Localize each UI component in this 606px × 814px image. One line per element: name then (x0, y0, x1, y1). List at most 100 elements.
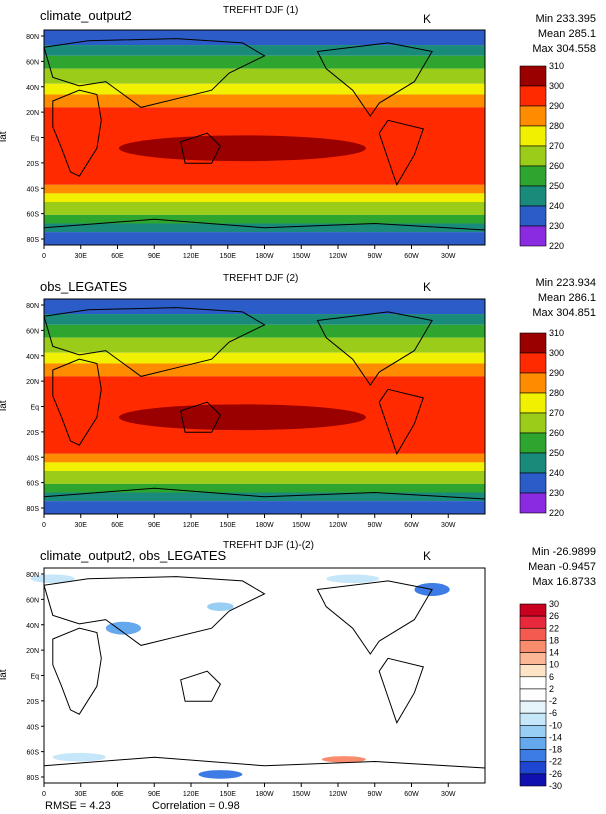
xtick-label: 90W (368, 791, 383, 798)
colorbar-cell (519, 165, 547, 187)
xtick-label: 90W (368, 253, 383, 260)
colorbar-label: 2 (549, 684, 554, 694)
panel-2-max: Max 304.851 (532, 307, 596, 319)
tropical-core (118, 135, 366, 162)
colorbar-cell (519, 145, 547, 167)
colorbar-cell (519, 352, 547, 374)
ytick-label: 20N (26, 648, 39, 655)
band-0 (44, 30, 485, 46)
ytick-label: 20S (27, 161, 40, 168)
correlation-label: Correlation = 0.98 (152, 800, 240, 812)
colorbar-label: -18 (549, 745, 562, 755)
colorbar-label: 260 (549, 428, 564, 438)
ytick-label: Eq (30, 136, 39, 143)
ytick-label: 80S (27, 237, 40, 244)
panel-2: obs_LEGATES TREFHT DJF (2) K Min 223.934… (0, 271, 606, 541)
colorbar-label: 220 (549, 241, 564, 251)
xtick-label: 30E (75, 253, 88, 260)
ytick-label: 80S (27, 506, 40, 513)
colorbar-cell (519, 676, 547, 690)
colorbar-label: 300 (549, 348, 564, 358)
xtick-label: 60W (404, 253, 419, 260)
colorbar-label: 300 (549, 81, 564, 91)
colorbar-label: 6 (549, 672, 554, 682)
colorbar-cell (519, 761, 547, 775)
colorbar-label: 280 (549, 121, 564, 131)
colorbar-cell (519, 700, 547, 714)
xtick-label: 180W (255, 253, 274, 260)
xtick-label: 90W (368, 522, 383, 529)
anomaly-blob-1 (207, 602, 234, 611)
colorbar-cell (519, 85, 547, 107)
band-7 (44, 184, 485, 194)
anomaly-blob-3 (198, 770, 243, 779)
ytick-label: 80N (26, 572, 39, 579)
xtick-label: 60W (404, 791, 419, 798)
colorbar-cell (519, 773, 547, 787)
xtick-label: 120E (183, 791, 200, 798)
band-7 (44, 453, 485, 463)
panel-2-map: 0 30E 60E 90E 120E 150E 180W 150W 120W 90W 60W 30W 8… (26, 298, 564, 529)
continent-outline-0 (52, 627, 102, 715)
colorbar-label: 290 (549, 101, 564, 111)
xtick-label: 30W (441, 253, 456, 260)
colorbar-label: -26 (549, 769, 562, 779)
continent-outline-2 (180, 132, 222, 164)
colorbar-cell (519, 185, 547, 207)
panel-2-stats: Min 223.934 Mean 286.1 Max 304.851 (532, 276, 596, 321)
band-4 (44, 352, 485, 364)
continent-outline-4 (378, 657, 424, 724)
ytick-label: 80S (27, 775, 40, 782)
continent-outline-0 (52, 358, 102, 446)
continent-outline-4 (378, 119, 424, 186)
anomaly-blob-6 (326, 574, 380, 584)
panel-2-title: TREFHT DJF (2) (223, 273, 299, 284)
colorbar-label: 310 (549, 61, 564, 71)
xtick-label: 150E (220, 253, 237, 260)
ytick-label: 60S (27, 750, 40, 757)
band-9 (44, 471, 485, 484)
ytick-label: 40S (27, 724, 40, 731)
panel-2-mean: Mean 286.1 (537, 292, 596, 304)
band-8 (44, 193, 485, 202)
xtick-label: 30W (441, 791, 456, 798)
colorbar-label: 240 (549, 201, 564, 211)
colorbar-cell (519, 627, 547, 641)
continent-outline-2 (180, 670, 222, 702)
ytick-label: 60N (26, 328, 39, 335)
panel-2-units: K (423, 280, 432, 294)
xtick-label: 60E (111, 522, 124, 529)
xtick-label: 120W (329, 253, 348, 260)
colorbar-cell (519, 640, 547, 653)
colorbar-label: 260 (549, 161, 564, 171)
band-12 (44, 232, 485, 245)
colorbar-label: 240 (549, 468, 564, 478)
xtick-label: 60W (404, 522, 419, 529)
colorbar-cell (519, 472, 547, 494)
colorbar-label: 10 (549, 660, 559, 670)
colorbar-cell (519, 225, 547, 247)
colorbar-cell (519, 615, 547, 629)
xtick-label: 180W (255, 791, 274, 798)
continent-outline-3 (316, 311, 433, 386)
ytick-label: 40N (26, 623, 39, 630)
band-9 (44, 202, 485, 215)
band-3 (44, 337, 485, 353)
band-4 (44, 83, 485, 95)
panel-1-max: Max 304.558 (532, 43, 596, 55)
band-2 (44, 324, 485, 338)
colorbar-label: -6 (549, 708, 557, 718)
xtick-label: 150W (292, 253, 311, 260)
xtick-label: 0 (42, 522, 46, 529)
band-10 (44, 483, 485, 493)
ytick-label: Eq (30, 405, 39, 412)
colorbar-cell (519, 412, 547, 434)
panel-2-name: obs_LEGATES (40, 279, 128, 294)
xtick-label: 180W (255, 522, 274, 529)
ytick-label: Eq (30, 674, 39, 681)
colorbar-cell (519, 688, 547, 702)
continent-outline-1 (43, 38, 266, 108)
xtick-label: 150E (220, 522, 237, 529)
continent-outline-2 (180, 401, 222, 433)
continent-outline-3 (316, 42, 433, 117)
